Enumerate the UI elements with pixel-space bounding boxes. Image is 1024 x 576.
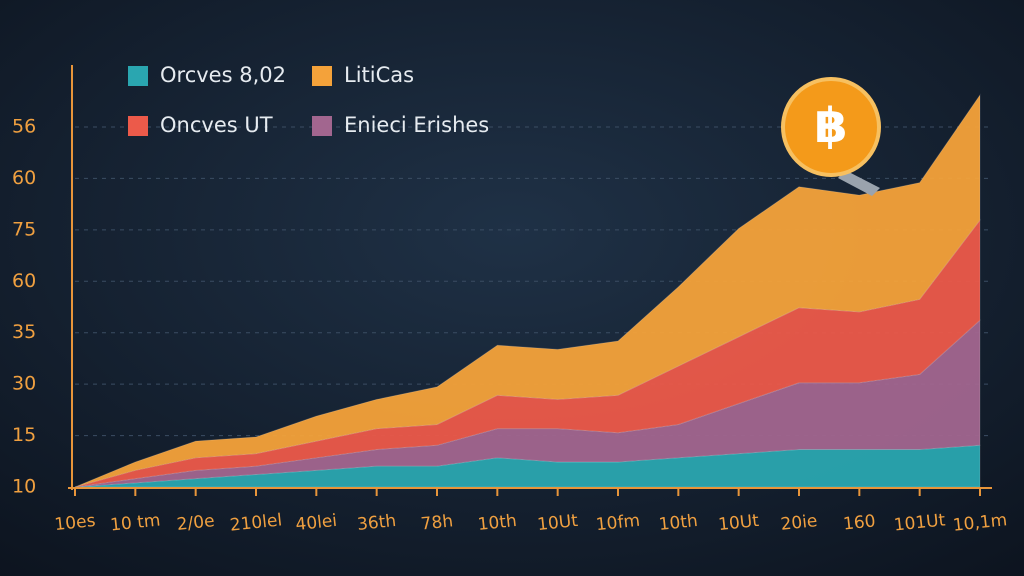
legend-label: Oncves UT [160,113,273,137]
x-tick-label: 10es [54,511,97,535]
y-tick-label: 10 [12,476,36,498]
area [74,218,981,488]
y-tick-label: 60 [12,167,36,189]
x-tick-label: 10Ut [717,511,760,535]
y-tick-label: 35 [12,321,36,343]
x-tick-label: 20ie [780,511,819,535]
y-tick-label: 75 [12,218,36,240]
x-tick-label: 160 [842,511,876,534]
y-tick-label: 56 [12,116,36,138]
legend-swatch [312,116,332,136]
legend-label: LitiCas [344,63,414,87]
x-tick-label: 40lei [295,511,338,535]
y-tick-label: 15 [12,424,36,446]
legend-swatch [128,66,148,86]
x-tick-label: 10Ut [536,511,579,535]
bitcoin-icon: ฿ [781,77,881,196]
legend-label: Orcves 8,02 [160,63,286,87]
area [74,319,981,488]
y-tick-label: 30 [12,373,36,395]
svg-text:฿: ฿ [814,98,847,154]
x-tick-label: 10th [477,511,518,535]
x-tick-label: 78h [420,511,454,534]
legend-swatch [128,116,148,136]
y-tick-label: 60 [12,270,36,292]
legend-label: Enieci Erishes [344,113,489,137]
x-tick-label: 36th [356,511,397,535]
legend-swatch [312,66,332,86]
x-tick-label: 10fm [595,511,641,536]
x-tick-label: 2/0e [176,511,216,535]
x-tick-label: 10th [658,511,699,535]
area [74,93,981,488]
